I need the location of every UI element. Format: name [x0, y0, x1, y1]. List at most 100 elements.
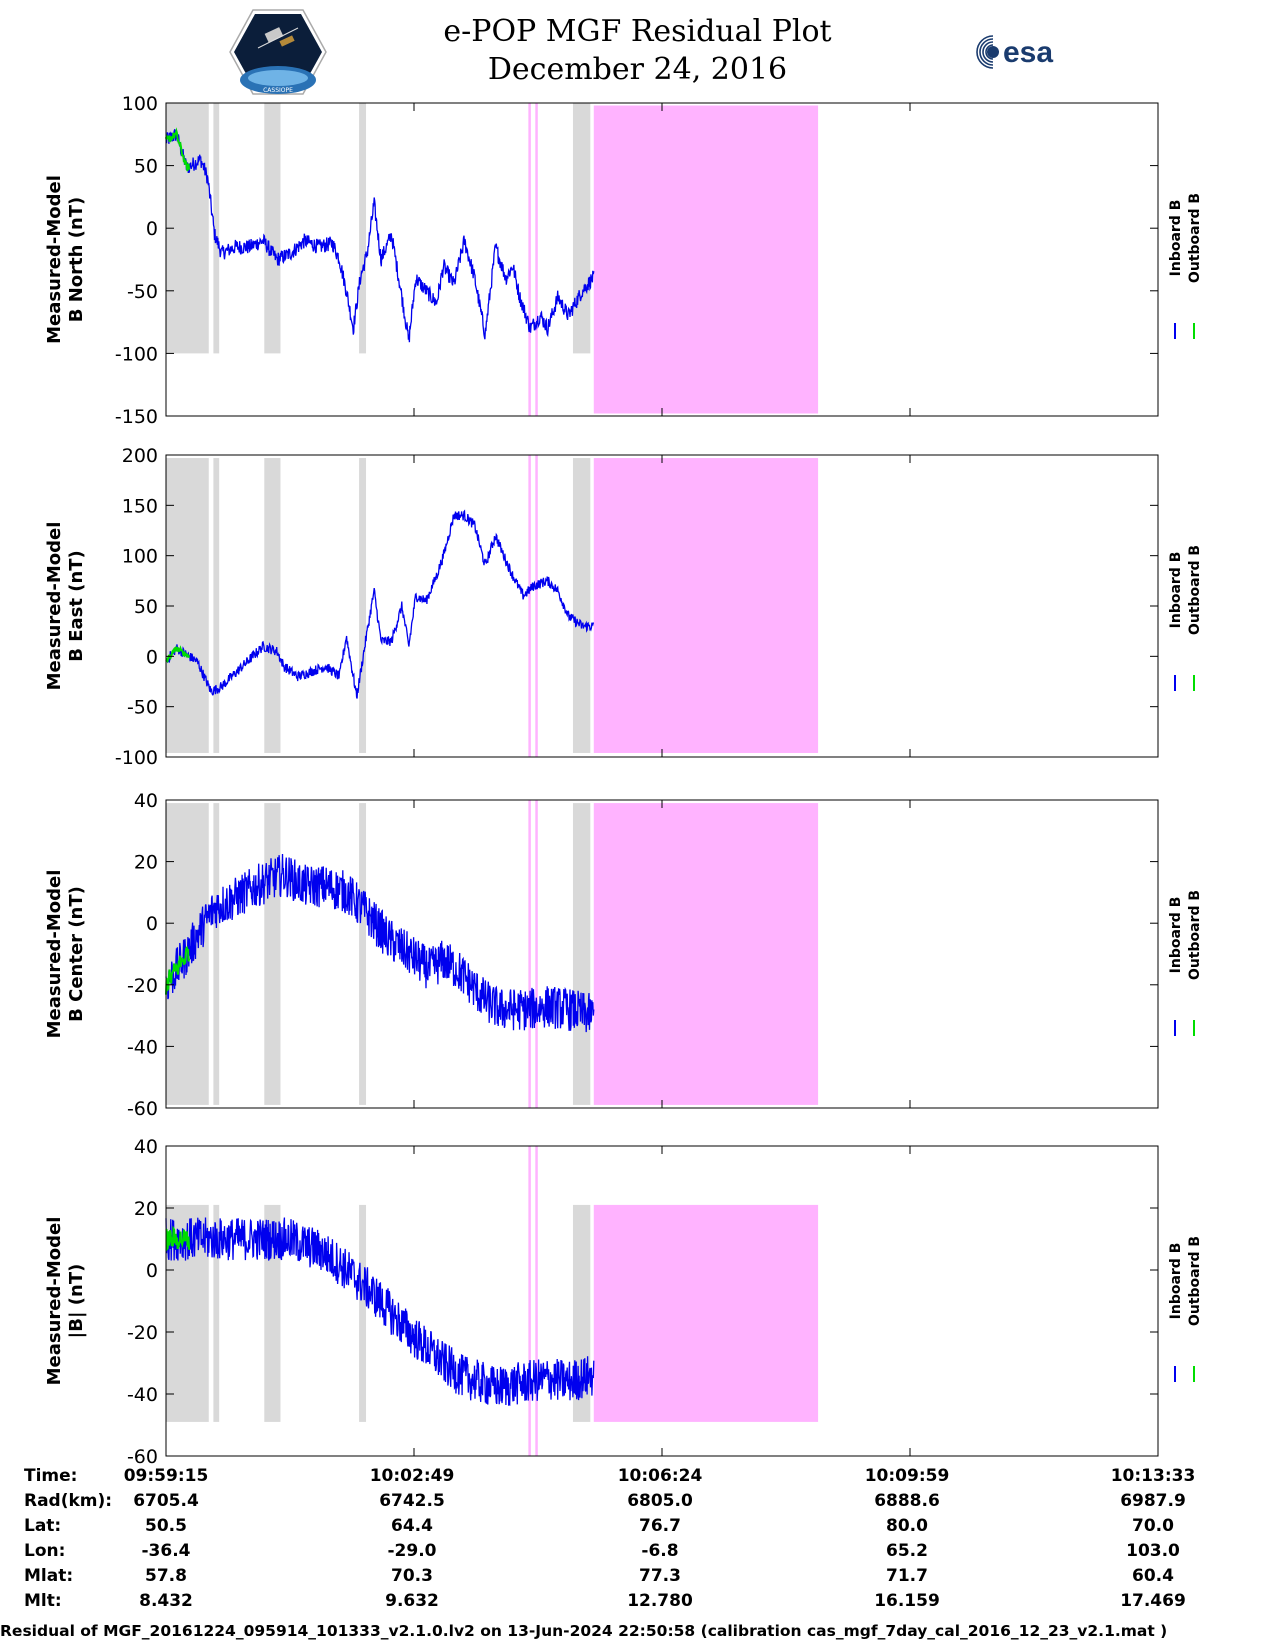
- gray-band: [213, 803, 220, 1105]
- cell-lon: -29.0: [387, 1541, 437, 1561]
- y-tick-label: 0: [146, 218, 158, 240]
- gray-band: [213, 458, 220, 753]
- legend-inboard-label: Inboard B: [1168, 1243, 1184, 1320]
- cell-mlat: 70.3: [391, 1566, 433, 1586]
- legend-inboard-label: Inboard B: [1168, 897, 1184, 974]
- cell-mlat: 60.4: [1132, 1566, 1174, 1586]
- y-axis-label-line2: B Center (nT): [66, 886, 87, 1022]
- y-axis-label-line1: Measured-Model: [44, 175, 65, 344]
- esa-logo: esa: [975, 30, 1065, 78]
- legend-outboard-label: Outboard B: [1187, 1236, 1203, 1326]
- cell-mlt: 9.632: [385, 1591, 439, 1611]
- plot-date: December 24, 2016: [487, 52, 788, 87]
- y-tick-label: -60: [127, 1446, 158, 1468]
- legend-outboard-label: Outboard B: [1187, 545, 1203, 635]
- y-axis-label: Measured-Model B North (nT): [44, 175, 87, 344]
- legend: Inboard B Outboard B: [1168, 193, 1203, 283]
- inboard-series: [165, 509, 595, 699]
- esa-logo-text: esa: [1003, 36, 1053, 69]
- cell-time: 10:09:59: [864, 1466, 950, 1486]
- panel-2: 200 150 100 50 0 -50 -100 Measured-Model B East …: [44, 445, 1203, 769]
- cell-radius: 6705.4: [133, 1491, 199, 1511]
- y-tick-label: -60: [127, 1098, 158, 1120]
- y-tick-label: -40: [127, 1036, 158, 1058]
- cell-time: 09:59:15: [123, 1466, 209, 1486]
- y-tick-label: 40: [134, 1136, 158, 1158]
- gray-band: [359, 803, 367, 1105]
- row-label-radius: Rad(km):: [24, 1491, 113, 1511]
- inboard-series: [165, 853, 595, 1033]
- legend-inboard-label: Inboard B: [1168, 200, 1184, 277]
- cell-mlt: 16.159: [874, 1591, 940, 1611]
- pink-band: [593, 458, 819, 753]
- y-tick-label: 0: [146, 913, 158, 935]
- legend: Inboard B Outboard B: [1168, 545, 1203, 635]
- cell-lat: 76.7: [639, 1516, 681, 1536]
- y-tick-label: 20: [134, 1198, 158, 1220]
- row-label-lon: Lon:: [24, 1541, 66, 1561]
- cell-mlt: 17.469: [1120, 1591, 1186, 1611]
- cell-lon: -36.4: [141, 1541, 191, 1561]
- plot-title: e-POP MGF Residual Plot: [443, 14, 832, 49]
- cell-lon: 103.0: [1126, 1541, 1180, 1561]
- y-axis-label: Measured-Model B Center (nT): [44, 870, 87, 1039]
- legend-outboard-label: Outboard B: [1187, 890, 1203, 980]
- cell-lat: 50.5: [145, 1516, 187, 1536]
- y-tick-label: 0: [146, 646, 158, 668]
- cell-radius: 6805.0: [627, 1491, 693, 1511]
- cell-lat: 80.0: [886, 1516, 928, 1536]
- y-tick-label: -20: [127, 975, 158, 997]
- row-label-time: Time:: [24, 1466, 78, 1486]
- cell-time: 10:13:33: [1110, 1466, 1196, 1486]
- gray-band: [213, 103, 220, 354]
- y-tick-label: 20: [134, 852, 158, 874]
- cell-lon: 65.2: [886, 1541, 928, 1561]
- gray-band: [359, 458, 367, 753]
- gray-band: [359, 103, 367, 354]
- row-label-lat: Lat:: [24, 1516, 62, 1536]
- y-axis-label: Measured-Model |B| (nT): [44, 1217, 87, 1386]
- cell-radius: 6742.5: [379, 1491, 445, 1511]
- outboard-series: [165, 945, 191, 995]
- cell-radius: 6888.6: [874, 1491, 940, 1511]
- y-tick-label: -100: [115, 747, 158, 769]
- cell-mlat: 77.3: [639, 1566, 681, 1586]
- cell-mlt: 12.780: [627, 1591, 693, 1611]
- cell-time: 10:06:24: [617, 1466, 703, 1486]
- y-tick-label: -150: [115, 406, 158, 428]
- pink-band: [593, 803, 819, 1105]
- row-label-mlt: Mlt:: [24, 1591, 62, 1611]
- cell-time: 10:02:49: [369, 1466, 455, 1486]
- y-axis-label-line2: |B| (nT): [66, 1264, 87, 1339]
- cassiope-logo-text: CASSIOPE: [263, 87, 293, 94]
- gray-band: [264, 458, 281, 753]
- inboard-series: [165, 1217, 595, 1407]
- gray-band: [359, 1204, 367, 1422]
- y-axis-label-line1: Measured-Model: [44, 522, 65, 691]
- row-label-mlat: Mlat:: [24, 1566, 74, 1586]
- y-tick-label: -50: [127, 281, 158, 303]
- y-tick-label: 150: [122, 495, 158, 517]
- cassiope-logo: CASSIOPE: [228, 8, 328, 100]
- gray-band: [264, 803, 281, 1105]
- y-tick-label: -20: [127, 1322, 158, 1344]
- y-tick-label: 100: [122, 546, 158, 568]
- cell-lon: -6.8: [641, 1541, 679, 1561]
- cell-lat: 70.0: [1132, 1516, 1174, 1536]
- gray-band: [572, 103, 591, 354]
- y-axis-label-line1: Measured-Model: [44, 1217, 65, 1386]
- legend: Inboard B Outboard B: [1168, 1236, 1203, 1326]
- y-tick-label: -40: [127, 1384, 158, 1406]
- gray-band: [166, 458, 209, 753]
- cell-radius: 6987.9: [1120, 1491, 1186, 1511]
- outboard-series: [165, 1225, 191, 1252]
- panel-3: 40 20 0 -20 -40 -60 Measured-Model B Center (nT…: [44, 790, 1203, 1120]
- y-tick-label: 200: [122, 445, 158, 467]
- legend-outboard-label: Outboard B: [1187, 193, 1203, 283]
- y-axis-label-line2: B North (nT): [66, 197, 87, 323]
- gray-band: [572, 803, 591, 1105]
- y-tick-label: 100: [122, 93, 158, 115]
- legend: Inboard B Outboard B: [1168, 890, 1203, 980]
- footer-caption: Residual of MGF_20161224_095914_101333_v…: [0, 1622, 1168, 1640]
